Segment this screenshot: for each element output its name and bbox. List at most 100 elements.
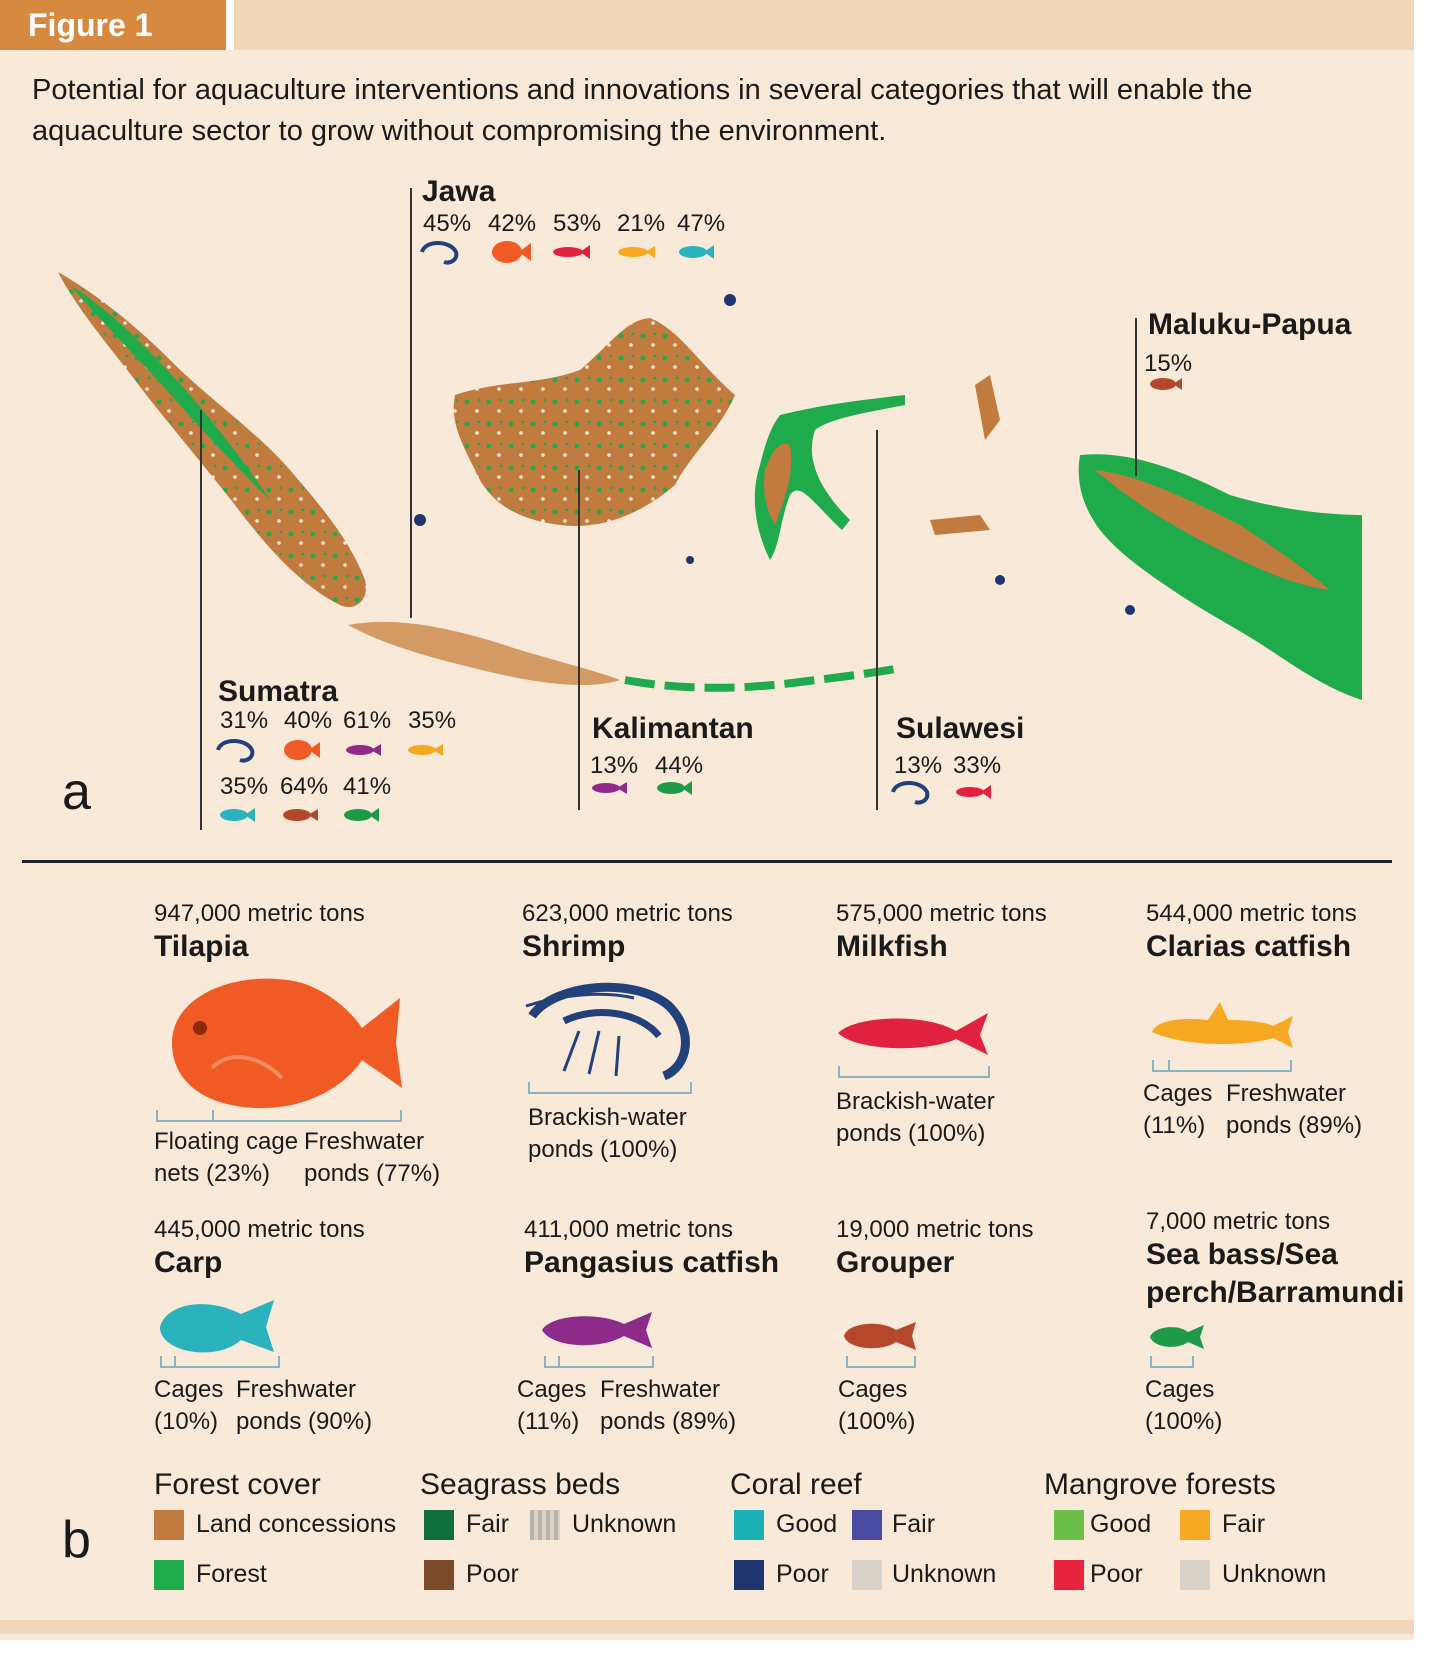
region-pct: 53% — [553, 210, 602, 237]
legend-swatch — [154, 1560, 184, 1590]
region-name-sulawesi: Sulawesi — [896, 712, 1025, 745]
method-label: Floating cage nets (23%) — [154, 1128, 299, 1187]
legend-label: Fair — [1222, 1510, 1266, 1538]
region-pct: 33% — [953, 752, 1002, 779]
carp-icon — [220, 808, 255, 822]
method-label: Freshwater ponds (90%) — [236, 1376, 373, 1435]
legend-swatch — [424, 1510, 454, 1540]
legend-swatch — [852, 1560, 882, 1590]
method-bracket — [544, 1356, 654, 1368]
indonesia-map — [58, 272, 1362, 700]
method-label: Cages (100%) — [838, 1376, 916, 1435]
region-name-maluku-papua: Maluku-Papua — [1148, 308, 1352, 341]
shrimp-icon — [216, 739, 255, 763]
species-name-sea-bass: Sea bass/Sea perch/Barramundi — [1146, 1238, 1405, 1309]
leader-line-sumatra — [200, 410, 202, 830]
region-pct: 35% — [220, 773, 269, 800]
legend-label: Unknown — [892, 1560, 997, 1588]
region-icons — [216, 241, 1182, 822]
shrimp-icon — [525, 982, 690, 1081]
region-pct: 41% — [343, 773, 392, 800]
reef-dot — [414, 514, 426, 526]
tilapia-icon — [284, 740, 320, 760]
nusa-tenggara-chain — [624, 664, 901, 692]
carp-icon — [679, 245, 714, 259]
method-label: Freshwater ponds (89%) — [1226, 1080, 1363, 1139]
legend-swatch — [1054, 1510, 1084, 1540]
region-pct: 35% — [408, 707, 457, 734]
method-bracket-divider — [174, 1356, 176, 1368]
legend-label: Good — [776, 1510, 838, 1538]
species-tons-carp: 445,000 metric tons — [154, 1216, 365, 1243]
leader-line-maluku-papua — [1135, 318, 1137, 476]
clarias-catfish-icon — [618, 246, 655, 258]
leader-line-kalimantan — [578, 470, 580, 810]
grouper-icon — [844, 1322, 916, 1350]
figure-caption: Potential for aquaculture interventions … — [32, 74, 1253, 147]
figure-label: Figure 1 — [0, 0, 226, 50]
legend-swatch — [1180, 1510, 1210, 1540]
clarias-catfish-icon — [408, 744, 443, 756]
region-name-kalimantan: Kalimantan — [592, 712, 754, 745]
legend-label: Forest — [196, 1560, 267, 1588]
reef-dot — [995, 575, 1005, 585]
legend-swatch — [530, 1510, 560, 1540]
reef-dot — [1125, 605, 1135, 615]
section-divider — [22, 860, 1392, 863]
region-pct: 42% — [488, 210, 537, 237]
method-label: Cages (10%) — [154, 1376, 224, 1435]
panel-label-b: b — [62, 1511, 91, 1569]
region-pct: 45% — [423, 210, 472, 237]
leader-line-sulawesi — [876, 430, 878, 810]
papua-island — [1078, 454, 1362, 700]
method-label: Freshwater ponds (89%) — [600, 1376, 737, 1435]
method-label: Cages (11%) — [517, 1376, 587, 1435]
legend-label: Land concessions — [196, 1510, 397, 1538]
footer-bar — [0, 1620, 1414, 1634]
legend-swatch — [1054, 1560, 1084, 1590]
legend-swatch — [424, 1560, 454, 1590]
species-name-grouper: Grouper — [836, 1246, 955, 1279]
species-name-shrimp: Shrimp — [522, 930, 626, 963]
clarias-catfish-icon — [1152, 1002, 1293, 1048]
method-bracket — [1152, 1060, 1292, 1072]
method-bracket — [846, 1356, 916, 1368]
species-name-tilapia: Tilapia — [154, 930, 249, 963]
legend-swatch — [734, 1560, 764, 1590]
legend-title-seagrass-beds: Seagrass beds — [420, 1468, 621, 1501]
species-tons-shrimp: 623,000 metric tons — [522, 900, 733, 927]
species-name-clarias-catfish: Clarias catfish — [1146, 930, 1352, 963]
species-tons-grouper: 19,000 metric tons — [836, 1216, 1034, 1243]
grouper-icon — [283, 809, 318, 821]
legend-label: Poor — [466, 1560, 519, 1588]
legend-swatch — [154, 1510, 184, 1540]
legend-title-mangrove-forests: Mangrove forests — [1044, 1468, 1276, 1501]
region-name-jawa: Jawa — [422, 175, 496, 208]
species-tons-sea-bass: 7,000 metric tons — [1146, 1208, 1331, 1235]
legend-label: Poor — [776, 1560, 829, 1588]
kalimantan-island — [453, 318, 735, 526]
grouper-icon — [1150, 378, 1182, 390]
milkfish-icon — [838, 1013, 988, 1055]
method-bracket — [156, 1110, 402, 1122]
method-label: Brackish-water ponds (100%) — [528, 1104, 687, 1163]
region-pct: 64% — [280, 773, 329, 800]
milkfish-icon — [553, 245, 590, 259]
legend-swatch — [852, 1510, 882, 1540]
species-name-milkfish: Milkfish — [836, 930, 948, 963]
legend-swatch — [734, 1510, 764, 1540]
panel-label-a: a — [62, 763, 91, 821]
sea-bass-icon — [657, 781, 692, 795]
species-tons-pangasius-catfish: 411,000 metric tons — [524, 1216, 734, 1243]
region-name-sumatra: Sumatra — [218, 675, 339, 708]
sea-bass-icon — [1150, 1325, 1204, 1349]
legend-title-forest-cover: Forest cover — [154, 1468, 321, 1501]
carp-icon — [160, 1300, 274, 1353]
method-label: Cages (11%) — [1143, 1080, 1213, 1139]
legend-label: Fair — [892, 1510, 936, 1538]
legend-label: Good — [1090, 1510, 1152, 1538]
species-name-carp: Carp — [154, 1246, 223, 1279]
tilapia-icon — [492, 241, 531, 263]
sumatra-forest-belt — [70, 285, 270, 500]
reef-dot — [724, 294, 736, 306]
